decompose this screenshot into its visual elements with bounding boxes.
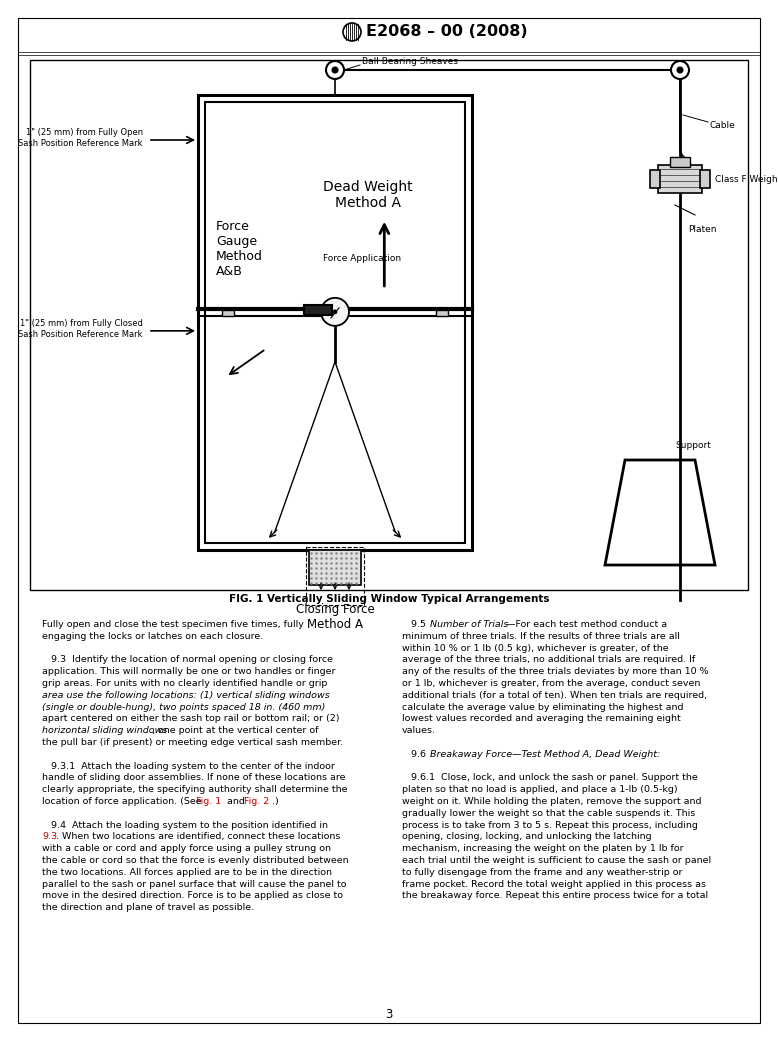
Text: to fully disengage from the frame and any weather-strip or: to fully disengage from the frame and an… <box>402 868 682 877</box>
Text: 9.3  Identify the location of normal opening or closing force: 9.3 Identify the location of normal open… <box>42 656 333 664</box>
Text: lowest values recorded and averaging the remaining eight: lowest values recorded and averaging the… <box>402 714 681 723</box>
Text: values.: values. <box>402 727 436 735</box>
Text: move in the desired direction. Force is to be applied as close to: move in the desired direction. Force is … <box>42 891 343 900</box>
Text: minimum of three trials. If the results of three trials are all: minimum of three trials. If the results … <box>402 632 680 641</box>
Text: 9.3.1  Attach the loading system to the center of the indoor: 9.3.1 Attach the loading system to the c… <box>42 762 335 770</box>
Text: —For each test method conduct a: —For each test method conduct a <box>506 620 667 629</box>
Text: the cable or cord so that the force is evenly distributed between: the cable or cord so that the force is e… <box>42 856 349 865</box>
Text: Cable: Cable <box>710 121 736 129</box>
Text: , one point at the vertical center of: , one point at the vertical center of <box>152 727 318 735</box>
Text: parallel to the sash or panel surface that will cause the panel to: parallel to the sash or panel surface th… <box>42 880 346 889</box>
Bar <box>700 170 710 188</box>
Circle shape <box>671 61 689 79</box>
Text: Support: Support <box>675 441 711 450</box>
Text: with a cable or cord and apply force using a pulley strung on: with a cable or cord and apply force usi… <box>42 844 331 854</box>
Text: grip areas. For units with no clearly identified handle or grip: grip areas. For units with no clearly id… <box>42 679 328 688</box>
Text: Closing Force
Method A: Closing Force Method A <box>296 603 374 631</box>
Text: the breakaway force. Repeat this entire process twice for a total: the breakaway force. Repeat this entire … <box>402 891 708 900</box>
Circle shape <box>326 61 344 79</box>
Text: platen so that no load is applied, and place a 1-lb (0.5-kg): platen so that no load is applied, and p… <box>402 785 678 794</box>
Text: average of the three trials, no additional trials are required. If: average of the three trials, no addition… <box>402 656 696 664</box>
Text: Force Application: Force Application <box>324 254 401 263</box>
Text: 9.6.1  Close, lock, and unlock the sash or panel. Support the: 9.6.1 Close, lock, and unlock the sash o… <box>402 773 698 783</box>
Text: process is to take from 3 to 5 s. Repeat this process, including: process is to take from 3 to 5 s. Repeat… <box>402 820 698 830</box>
Bar <box>205 102 465 543</box>
Text: frame pocket. Record the total weight applied in this process as: frame pocket. Record the total weight ap… <box>402 880 706 889</box>
Bar <box>670 157 690 167</box>
Text: .): .) <box>272 797 279 806</box>
Bar <box>304 305 332 314</box>
Text: weight on it. While holding the platen, remove the support and: weight on it. While holding the platen, … <box>402 797 702 806</box>
Text: mechanism, increasing the weight on the platen by 1 lb for: mechanism, increasing the weight on the … <box>402 844 684 854</box>
Bar <box>198 95 472 550</box>
Text: apart centered on either the sash top rail or bottom rail; or (2): apart centered on either the sash top ra… <box>42 714 339 723</box>
Text: any of the results of the three trials deviates by more than 10 %: any of the results of the three trials d… <box>402 667 709 677</box>
Circle shape <box>333 310 337 313</box>
Text: engaging the locks or latches on each closure.: engaging the locks or latches on each cl… <box>42 632 263 641</box>
Text: Class F Weights: Class F Weights <box>715 175 778 183</box>
Text: 3: 3 <box>385 1009 393 1021</box>
Text: application. This will normally be one or two handles or finger: application. This will normally be one o… <box>42 667 335 677</box>
Text: 9.3: 9.3 <box>42 833 57 841</box>
Bar <box>658 166 702 193</box>
Text: handle of sliding door assemblies. If none of these locations are: handle of sliding door assemblies. If no… <box>42 773 345 783</box>
Circle shape <box>321 298 349 326</box>
Text: location of force application. (See: location of force application. (See <box>42 797 205 806</box>
Text: Number of Trials: Number of Trials <box>430 620 508 629</box>
Text: Breakaway Force—Test Method A, Dead Weight:: Breakaway Force—Test Method A, Dead Weig… <box>430 750 661 759</box>
Text: horizontal sliding windows: horizontal sliding windows <box>42 727 167 735</box>
Text: the pull bar (if present) or meeting edge vertical sash member.: the pull bar (if present) or meeting edg… <box>42 738 343 747</box>
Circle shape <box>677 67 683 73</box>
Text: FIG. 1 Vertically Sliding Window Typical Arrangements: FIG. 1 Vertically Sliding Window Typical… <box>229 594 549 604</box>
Text: 9.6: 9.6 <box>402 750 432 759</box>
Text: each trial until the weight is sufficient to cause the sash or panel: each trial until the weight is sufficien… <box>402 856 711 865</box>
Text: within 10 % or 1 lb (0.5 kg), whichever is greater, of the: within 10 % or 1 lb (0.5 kg), whichever … <box>402 643 668 653</box>
Text: E2068 – 00 (2008): E2068 – 00 (2008) <box>366 25 527 40</box>
Text: (single or double-hung), two points spaced 18 in. (460 mm): (single or double-hung), two points spac… <box>42 703 325 712</box>
Text: Ball Bearing Sheaves: Ball Bearing Sheaves <box>362 57 458 67</box>
Circle shape <box>332 67 338 73</box>
Text: Fig. 1: Fig. 1 <box>196 797 221 806</box>
Bar <box>30 60 748 590</box>
Text: Fig. 2: Fig. 2 <box>244 797 269 806</box>
Text: gradually lower the weight so that the cable suspends it. This: gradually lower the weight so that the c… <box>402 809 696 818</box>
Text: additional trials (for a total of ten). When ten trials are required,: additional trials (for a total of ten). … <box>402 691 707 700</box>
Text: area use the following locations: (1) vertical sliding windows: area use the following locations: (1) ve… <box>42 691 330 700</box>
Text: 9.4  Attach the loading system to the position identified in: 9.4 Attach the loading system to the pos… <box>42 820 328 830</box>
Text: the direction and plane of travel as possible.: the direction and plane of travel as pos… <box>42 904 254 912</box>
Bar <box>222 310 234 315</box>
Text: and: and <box>224 797 248 806</box>
Text: Dead Weight
Method A: Dead Weight Method A <box>323 180 412 210</box>
Text: Force
Gauge
Method
A&B: Force Gauge Method A&B <box>216 220 263 278</box>
Bar <box>436 310 448 315</box>
Text: clearly appropriate, the specifying authority shall determine the: clearly appropriate, the specifying auth… <box>42 785 348 794</box>
Text: 1" (25 mm) from Fully Closed
Sash Position Reference Mark: 1" (25 mm) from Fully Closed Sash Positi… <box>19 320 143 338</box>
Text: the two locations. All forces applied are to be in the direction: the two locations. All forces applied ar… <box>42 868 332 877</box>
Text: opening, closing, locking, and unlocking the latching: opening, closing, locking, and unlocking… <box>402 833 652 841</box>
Bar <box>650 170 660 188</box>
Text: 9.5: 9.5 <box>402 620 432 629</box>
Text: or 1 lb, whichever is greater, from the average, conduct seven: or 1 lb, whichever is greater, from the … <box>402 679 700 688</box>
Text: Platen: Platen <box>688 225 717 234</box>
Text: calculate the average value by eliminating the highest and: calculate the average value by eliminati… <box>402 703 684 712</box>
Text: 1" (25 mm) from Fully Open
Sash Position Reference Mark: 1" (25 mm) from Fully Open Sash Position… <box>19 128 143 148</box>
Text: . When two locations are identified, connect these locations: . When two locations are identified, con… <box>56 833 340 841</box>
Text: Fully open and close the test specimen five times, fully: Fully open and close the test specimen f… <box>42 620 304 629</box>
Bar <box>309 550 361 585</box>
